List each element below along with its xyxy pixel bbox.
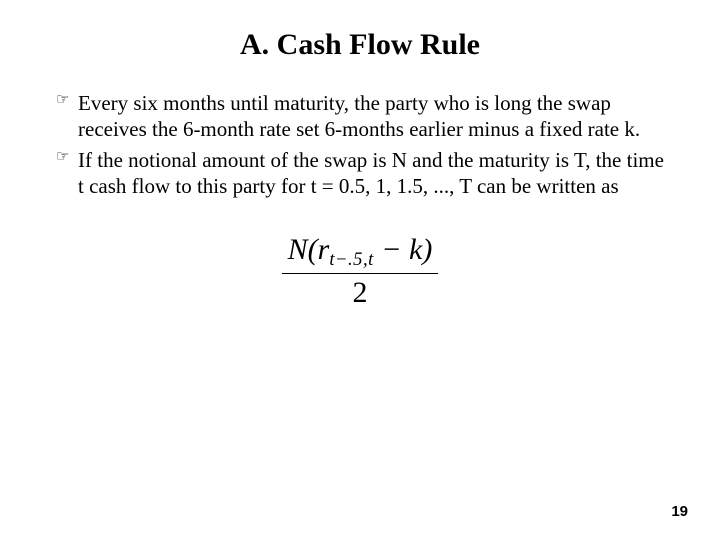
formula-num-subscript: t−.5,t	[329, 249, 373, 270]
page-title: A. Cash Flow Rule	[56, 28, 664, 62]
list-item: ☞ Every six months until maturity, the p…	[56, 90, 664, 143]
formula: N(rt−.5,t − k) 2	[282, 233, 439, 310]
formula-numerator: N(rt−.5,t − k)	[282, 233, 439, 274]
pointer-icon: ☞	[56, 150, 69, 165]
slide: A. Cash Flow Rule ☞ Every six months unt…	[0, 0, 720, 540]
formula-num-prefix: N(r	[288, 233, 330, 266]
bullet-list: ☞ Every six months until maturity, the p…	[56, 90, 664, 199]
bullet-text: If the notional amount of the swap is N …	[78, 147, 664, 200]
page-number: 19	[671, 503, 688, 520]
formula-block: N(rt−.5,t − k) 2	[56, 233, 664, 310]
pointer-icon: ☞	[56, 93, 69, 108]
bullet-text: Every six months until maturity, the par…	[78, 90, 664, 143]
formula-denominator: 2	[282, 274, 439, 310]
list-item: ☞ If the notional amount of the swap is …	[56, 147, 664, 200]
formula-num-suffix: − k)	[374, 233, 433, 266]
